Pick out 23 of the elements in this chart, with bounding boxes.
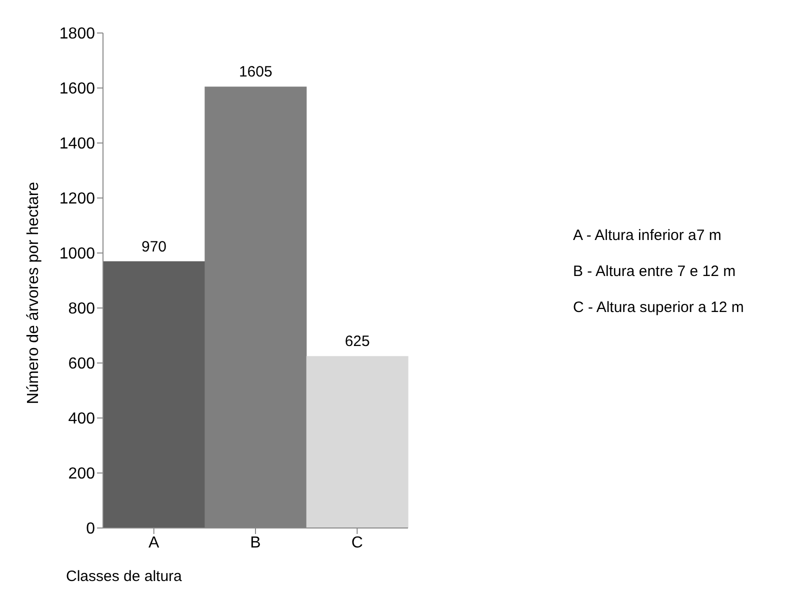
data-label: 970 [141, 238, 167, 256]
text: B - Altura entre 7 e 12 m [573, 262, 737, 282]
y-tick-label: 400 [68, 410, 96, 428]
x-tick-label: C [351, 534, 363, 552]
data-label: 1605 [238, 64, 272, 81]
bar [306, 356, 408, 528]
bar [103, 261, 205, 528]
y-tick-label: 1000 [59, 246, 96, 263]
data-label: 625 [344, 333, 370, 350]
x-tick-label: A [148, 534, 160, 552]
y-tick-label: 0 [86, 520, 96, 538]
y-tick-label: 1400 [59, 136, 96, 153]
y-tick-label: 1600 [59, 80, 96, 98]
y-tick-label: 800 [68, 300, 96, 318]
y-tick-label: 1800 [59, 26, 96, 43]
y-tick-label: 600 [68, 356, 96, 373]
x-axis-title: Classes de altura [66, 568, 182, 585]
x-tick-label: B [250, 534, 261, 552]
y-tick-label: 1200 [59, 190, 96, 208]
text: A - Altura inferior a7 m [573, 226, 722, 246]
y-tick-label: 200 [68, 466, 96, 483]
text: C - Altura superior a 12 m [573, 298, 744, 318]
y-axis-title: Número de árvores por hectare [25, 182, 43, 404]
